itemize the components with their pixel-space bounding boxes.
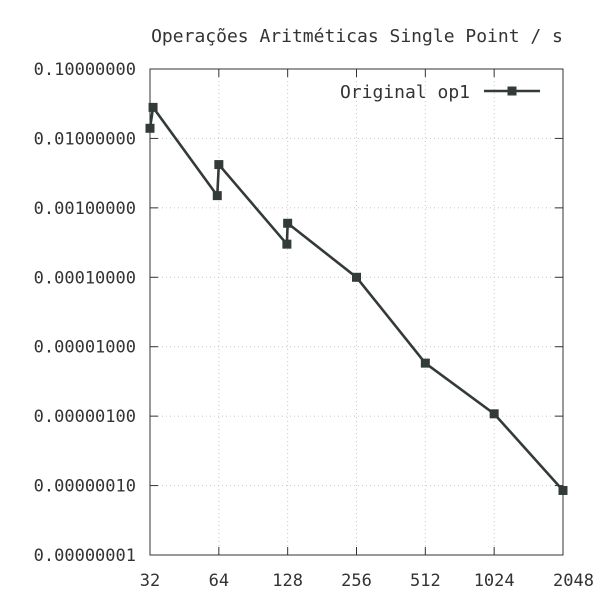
data-point-marker [148,102,158,112]
data-point-marker [145,123,155,133]
y-tick-label: 0.00000100 [34,407,136,427]
data-point-marker [283,218,293,228]
data-point-marker [352,272,361,282]
chart-title: Operações Aritméticas Single Point / s [151,26,563,47]
x-tick-label: 32 [140,571,160,591]
series-layer [145,102,568,495]
data-point-marker [420,358,430,368]
y-tick-label: 0.00001000 [34,338,136,358]
y-tick-label: 0.01000000 [34,129,136,149]
legend-label: Original op1 [340,82,470,103]
y-tick-label: 0.00100000 [34,199,136,219]
data-point-marker [214,160,224,170]
x-tick-label: 64 [209,571,229,591]
x-tick-label: 2048 [553,571,594,591]
series-line [148,104,564,492]
data-point-marker [489,409,499,419]
y-tick-label: 0.00010000 [34,268,136,288]
plot-frame [149,68,564,556]
axes: 0.00000001 0.00000010 0.00000100 0.00001000… [34,60,594,591]
data-point-marker [282,239,292,249]
y-tick-label: 0.00000010 [34,477,136,497]
x-tick-label: 1024 [474,571,515,591]
x-tick-label: 128 [272,571,303,591]
x-tick-label: 512 [410,571,441,591]
legend-marker [507,86,517,96]
x-tick-label: 256 [341,571,372,591]
grid [150,69,563,555]
y-tick-label: 0.00000001 [34,546,136,566]
y-tick-label: 0.10000000 [34,60,136,80]
data-point-marker [558,485,568,495]
data-point-marker [212,191,222,201]
legend: Original op1 [340,82,540,103]
